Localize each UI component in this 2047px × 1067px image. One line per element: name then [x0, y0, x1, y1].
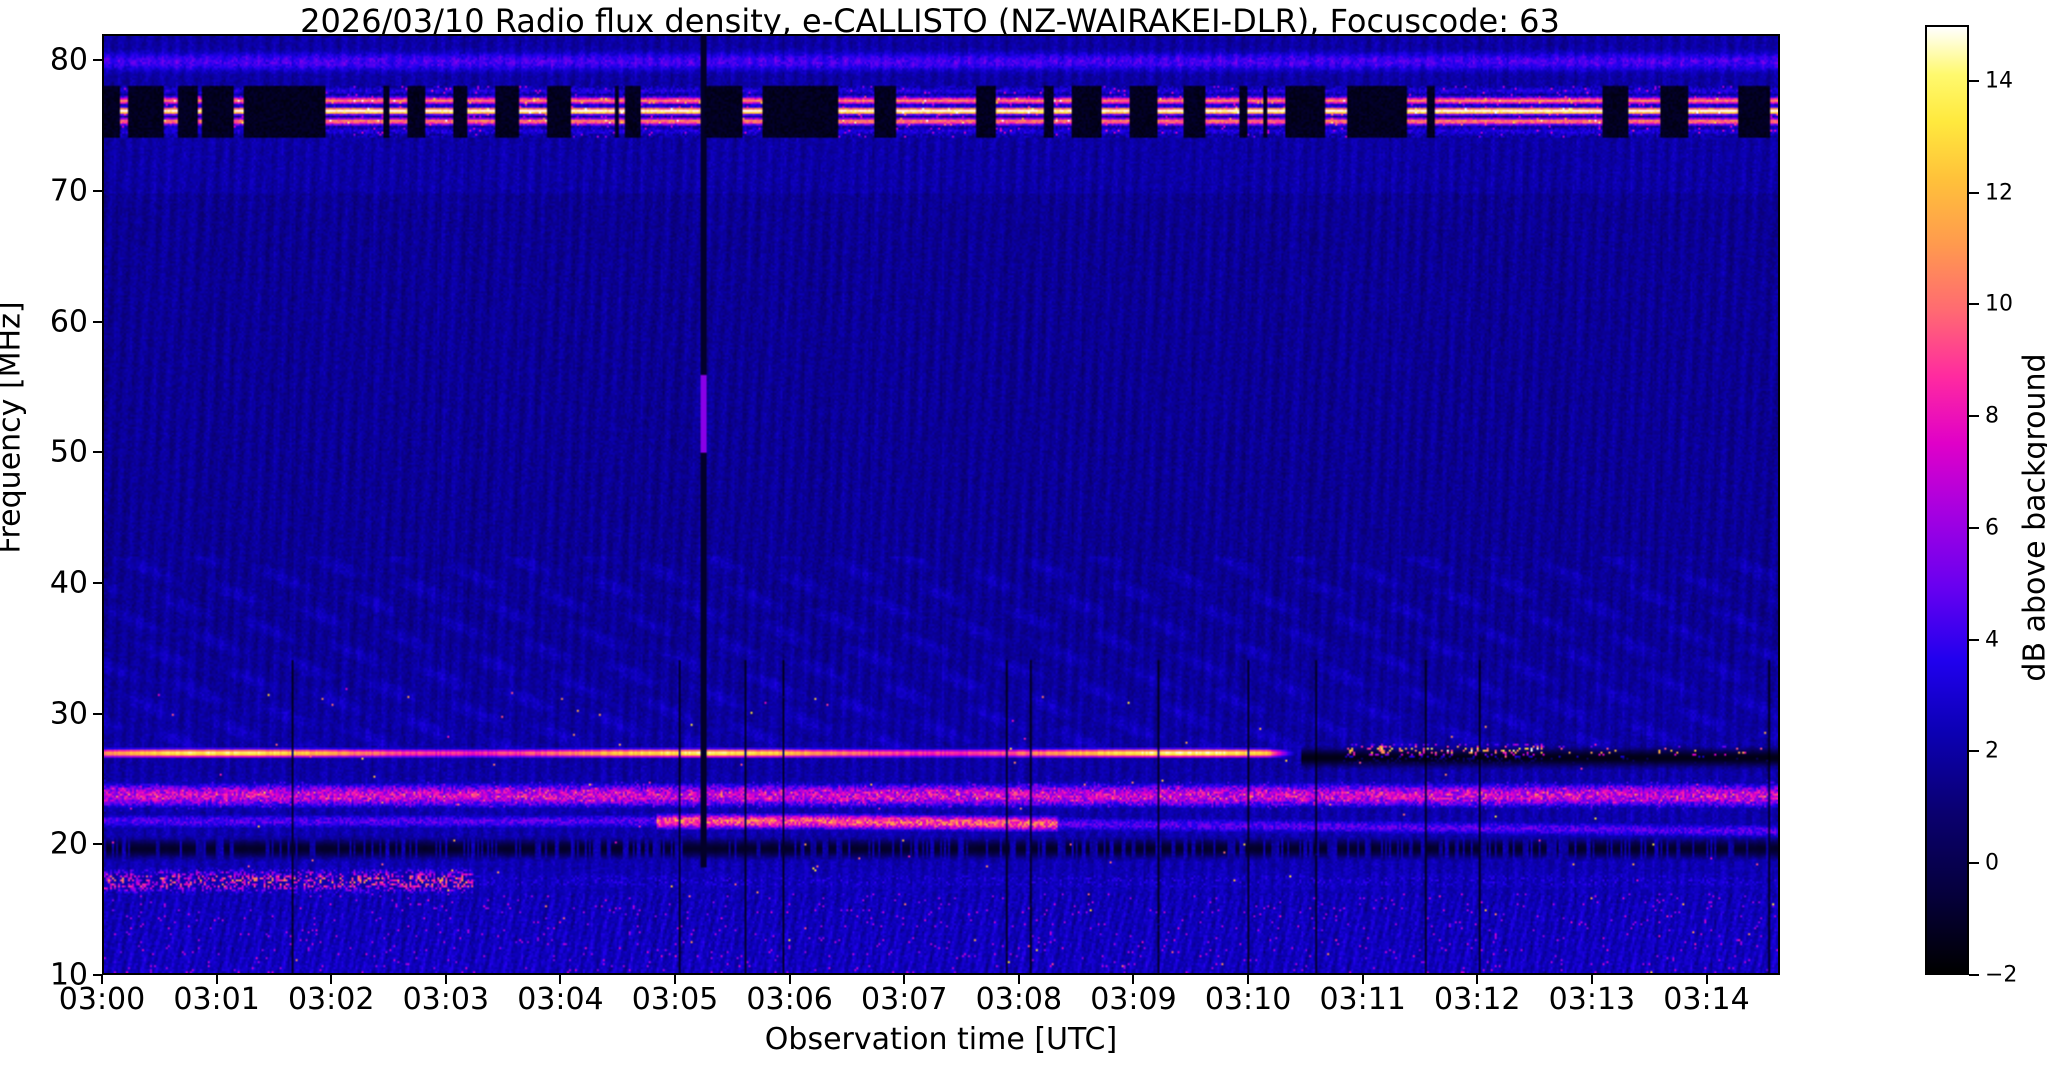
colorbar-tick-mark — [1969, 79, 1979, 82]
colorbar-label: dB above background — [2017, 353, 2047, 682]
x-tick-label: 03:13 — [1548, 982, 1636, 1017]
x-tick-mark — [1361, 975, 1364, 984]
colorbar — [1925, 25, 1969, 975]
y-tick-mark — [93, 712, 102, 715]
x-tick-mark — [1132, 975, 1135, 984]
figure-title: 2026/03/10 Radio flux density, e-CALLIST… — [300, 2, 1560, 40]
colorbar-tick-label: 2 — [1985, 738, 1999, 764]
colorbar-tick-mark — [1969, 974, 1979, 976]
y-tick-mark — [93, 189, 102, 192]
x-tick-mark — [903, 975, 906, 984]
y-tick-label: 10 — [49, 957, 88, 993]
x-tick-label: 03:03 — [402, 982, 490, 1017]
y-tick-label: 20 — [49, 826, 88, 862]
x-tick-mark — [559, 975, 562, 984]
colorbar-tick-mark — [1969, 638, 1979, 641]
colorbar-tick-mark — [1969, 862, 1979, 865]
y-tick-label: 50 — [49, 434, 88, 470]
x-tick-mark — [788, 975, 791, 984]
y-tick-mark — [93, 59, 102, 62]
colorbar-tick-mark — [1969, 750, 1979, 753]
colorbar-tick-label: −2 — [1985, 962, 2018, 988]
y-tick-label: 40 — [49, 565, 88, 601]
y-tick-label: 30 — [49, 696, 88, 732]
x-tick-label: 03:07 — [861, 982, 948, 1017]
y-tick-mark — [93, 451, 102, 454]
y-axis-label: Frequency [MHz] — [0, 301, 28, 554]
colorbar-tick-label: 0 — [1985, 850, 1999, 876]
x-tick-mark — [215, 975, 218, 984]
x-tick-mark — [1705, 975, 1708, 984]
y-tick-mark — [93, 974, 102, 976]
x-tick-mark — [1590, 975, 1593, 984]
y-tick-label: 70 — [49, 173, 88, 209]
x-tick-mark — [1017, 975, 1020, 984]
x-tick-mark — [330, 975, 333, 984]
y-tick-label: 60 — [49, 304, 88, 340]
x-tick-label: 03:10 — [1204, 982, 1292, 1017]
x-tick-label: 03:04 — [517, 982, 604, 1017]
colorbar-tick-label: 10 — [1985, 291, 2013, 317]
y-tick-mark — [93, 581, 102, 584]
x-tick-label: 03:05 — [631, 982, 719, 1017]
x-tick-label: 03:14 — [1663, 982, 1750, 1017]
x-axis-label: Observation time [UTC] — [764, 1022, 1118, 1057]
colorbar-tick-label: 6 — [1985, 515, 1999, 541]
x-tick-label: 03:08 — [975, 982, 1063, 1017]
x-tick-mark — [444, 975, 447, 984]
x-tick-label: 03:11 — [1319, 982, 1406, 1017]
colorbar-tick-label: 14 — [1985, 68, 2013, 94]
x-tick-label: 03:02 — [287, 982, 375, 1017]
colorbar-tick-mark — [1969, 526, 1979, 529]
x-tick-label: 03:01 — [173, 982, 260, 1017]
colorbar-tick-mark — [1969, 191, 1979, 194]
y-tick-mark — [93, 843, 102, 846]
y-tick-label: 80 — [49, 42, 88, 78]
spectrogram-image — [104, 36, 1778, 973]
x-tick-label: 03:06 — [746, 982, 833, 1017]
x-tick-mark — [674, 975, 677, 984]
x-tick-label: 03:00 — [58, 982, 146, 1017]
x-tick-mark — [101, 975, 103, 984]
colorbar-tick-label: 4 — [1985, 627, 1999, 653]
spectrogram-axes — [102, 34, 1780, 975]
colorbar-tick-label: 12 — [1985, 180, 2013, 206]
x-tick-mark — [1247, 975, 1250, 984]
colorbar-tick-label: 8 — [1985, 403, 1999, 429]
x-tick-mark — [1476, 975, 1479, 984]
colorbar-tick-mark — [1969, 415, 1979, 418]
colorbar-tick-mark — [1969, 303, 1979, 306]
y-tick-mark — [93, 320, 102, 323]
x-tick-label: 03:09 — [1090, 982, 1177, 1017]
x-tick-label: 03:12 — [1434, 982, 1521, 1017]
